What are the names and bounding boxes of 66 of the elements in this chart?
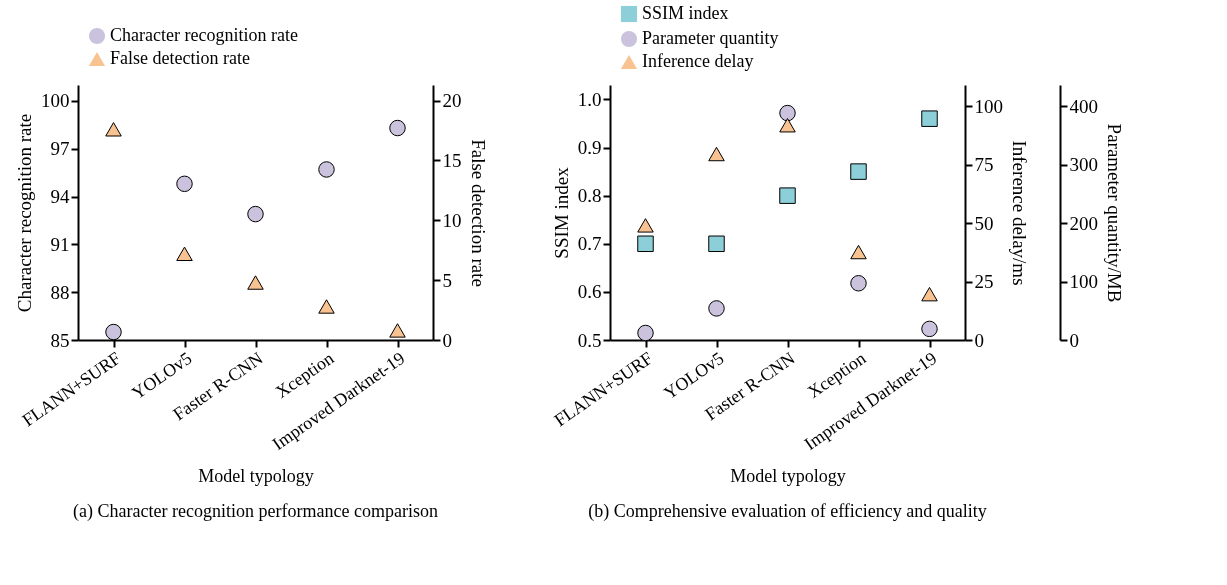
point	[708, 235, 725, 253]
point	[105, 323, 122, 341]
point	[850, 275, 867, 292]
y2-tick-label: 15	[442, 149, 462, 171]
point	[176, 246, 193, 262]
y2-tick-label: 0	[442, 329, 452, 351]
point	[176, 175, 193, 193]
y-tick-label: 97	[50, 138, 70, 160]
y-axis-title: Character recognition rate	[14, 113, 35, 313]
x-axis-title: Model typology	[198, 465, 314, 486]
point	[318, 161, 335, 178]
legend-label: SSIM index	[642, 3, 729, 23]
y-tick-label: 1.0	[577, 88, 602, 110]
y3-tick-label: 400	[1069, 95, 1098, 117]
point	[779, 118, 796, 133]
point	[637, 324, 654, 342]
y2-tick-label: 25	[974, 271, 994, 293]
legend-label: Parameter quantity	[642, 28, 779, 48]
point	[637, 218, 654, 233]
y2-axis-title: False detection rate	[467, 139, 489, 287]
legend-label: False detection rate	[110, 48, 250, 68]
y3-axis-title: Parameter quantity/MB	[1104, 123, 1125, 303]
y2-tick-label: 10	[442, 209, 462, 231]
y3-tick-label: 100	[1069, 271, 1098, 293]
y-tick-label: 94	[50, 186, 70, 208]
y-tick-label: 0.8	[577, 185, 602, 207]
y-tick-label: 88	[50, 281, 70, 303]
y-axis-title: SSIM index	[550, 166, 572, 259]
point	[850, 163, 867, 180]
point	[850, 244, 867, 260]
y2-tick-label: 50	[974, 212, 994, 234]
y-tick-label: 0.5	[577, 329, 602, 351]
point	[105, 122, 122, 137]
y2-tick-label: 0	[974, 329, 984, 351]
y-tick-label: 85	[50, 329, 70, 351]
y-tick-label: 0.6	[577, 281, 602, 303]
y2-tick-label: 5	[442, 269, 452, 291]
point	[389, 119, 406, 137]
y3-tick-label: 0	[1069, 329, 1079, 351]
y2-tick-label: 75	[974, 154, 994, 176]
point	[637, 235, 654, 253]
y-tick-label: 0.7	[577, 233, 602, 255]
point	[708, 300, 725, 317]
legend-label: Inference delay	[642, 51, 754, 71]
point	[921, 110, 938, 127]
point	[779, 187, 796, 204]
point	[921, 286, 938, 302]
point	[708, 146, 725, 162]
y3-tick-label: 300	[1069, 154, 1098, 176]
point	[247, 205, 264, 223]
point	[318, 299, 335, 314]
x-axis-title: Model typology	[730, 465, 846, 486]
y2-tick-label: 100	[974, 95, 1003, 117]
y-tick-label: 100	[41, 90, 70, 112]
y2-axis-title: Inference delay/ms	[1009, 140, 1030, 286]
y-tick-label: 0.9	[577, 137, 602, 159]
text: (b) Comprehensive evaluation of efficiency and quality	[588, 501, 987, 523]
point	[389, 323, 406, 338]
point	[921, 320, 938, 338]
point	[779, 104, 796, 122]
y3-tick-label: 200	[1069, 212, 1098, 234]
y2-tick-label: 20	[442, 90, 462, 112]
y-tick-label: 91	[50, 233, 70, 255]
point	[247, 275, 264, 290]
text: (a) Character recognition performance comparison	[73, 501, 438, 523]
legend-label: Character recognition rate	[110, 25, 298, 45]
